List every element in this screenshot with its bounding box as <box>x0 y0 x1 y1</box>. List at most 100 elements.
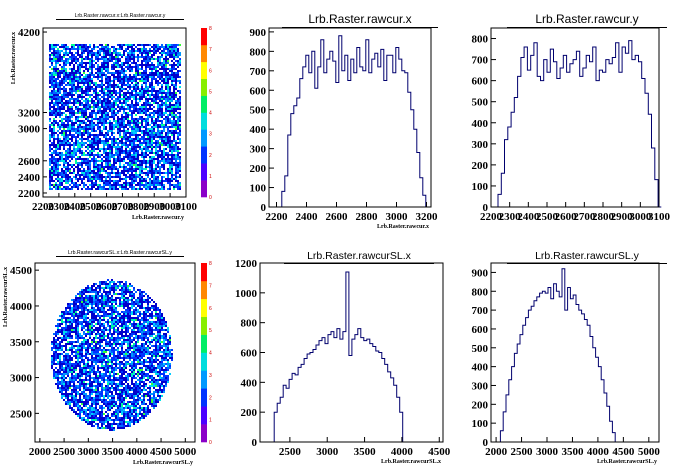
heatmap-cell <box>71 70 73 72</box>
heatmap-cell <box>175 142 177 144</box>
heatmap-cell <box>81 142 83 144</box>
heatmap-cell <box>69 371 71 373</box>
heatmap-cell <box>117 144 119 146</box>
heatmap-cell <box>77 188 79 190</box>
heatmap-cell <box>119 100 121 102</box>
heatmap-cell <box>49 46 51 48</box>
heatmap-cell <box>127 140 129 142</box>
heatmap-cell <box>139 186 141 188</box>
heatmap-cell <box>89 134 91 136</box>
heatmap-cell <box>145 106 147 108</box>
heatmap-cell <box>91 126 93 128</box>
heatmap-cell <box>67 186 69 188</box>
heatmap-cell <box>135 92 137 94</box>
heatmap-cell <box>91 319 93 321</box>
heatmap-cell <box>109 82 111 84</box>
heatmap-cell <box>67 176 69 178</box>
heatmap-cell <box>113 56 115 58</box>
heatmap-cell <box>83 363 85 365</box>
heatmap-cell <box>153 170 155 172</box>
heatmap-cell <box>119 106 121 108</box>
heatmap-cell <box>63 399 65 401</box>
heatmap-cell <box>67 174 69 176</box>
palette-swatch <box>201 78 207 96</box>
heatmap-cell <box>87 417 89 419</box>
heatmap-cell <box>89 50 91 52</box>
heatmap-cell <box>163 70 165 72</box>
heatmap-cell <box>111 132 113 134</box>
heatmap-cell <box>73 154 75 156</box>
heatmap-cell <box>139 162 141 164</box>
heatmap-cell <box>109 86 111 88</box>
heatmap-cell <box>93 110 95 112</box>
heatmap-cell <box>151 78 153 80</box>
heatmap-cell <box>79 305 81 307</box>
heatmap-cell <box>111 104 113 106</box>
heatmap-cell <box>123 72 125 74</box>
heatmap-cell <box>63 379 65 381</box>
heatmap-cell <box>139 72 141 74</box>
heatmap-cell <box>71 327 73 329</box>
heatmap-cell <box>77 86 79 88</box>
heatmap-cell <box>77 84 79 86</box>
heatmap-cell <box>87 409 89 411</box>
heatmap-cell <box>63 383 65 385</box>
heatmap-cell <box>103 142 105 144</box>
heatmap-cell <box>65 68 67 70</box>
heatmap-cell <box>109 108 111 110</box>
heatmap-cell <box>175 104 177 106</box>
heatmap-cell <box>169 108 171 110</box>
heatmap-cell <box>79 351 81 353</box>
heatmap-cell <box>131 168 133 170</box>
heatmap-cell <box>61 102 63 104</box>
heatmap-cell <box>63 106 65 108</box>
heatmap-cell <box>85 393 87 395</box>
heatmap-cell <box>83 379 85 381</box>
heatmap-cell <box>97 385 99 387</box>
heatmap-cell <box>129 98 131 100</box>
heatmap-cell <box>99 100 101 102</box>
heatmap-cell <box>71 106 73 108</box>
heatmap-cell <box>161 54 163 56</box>
heatmap-cell <box>119 126 121 128</box>
heatmap-cell <box>135 138 137 140</box>
heatmap-cell <box>113 110 115 112</box>
heatmap-cell <box>107 92 109 94</box>
heatmap-cell <box>73 303 75 305</box>
heatmap-cell <box>147 50 149 52</box>
heatmap-cell <box>79 122 81 124</box>
heatmap-cell <box>83 172 85 174</box>
heatmap-cell <box>87 146 89 148</box>
heatmap-cell <box>77 293 79 295</box>
heatmap-cell <box>119 96 121 98</box>
heatmap-cell <box>103 62 105 64</box>
heatmap-cell <box>79 104 81 106</box>
heatmap-cell <box>149 108 151 110</box>
heatmap-cell <box>83 337 85 339</box>
heatmap-cell <box>95 353 97 355</box>
heatmap-cell <box>159 112 161 114</box>
heatmap-cell <box>113 138 115 140</box>
heatmap-cell <box>83 307 85 309</box>
heatmap-cell <box>65 142 67 144</box>
heatmap-cell <box>61 158 63 160</box>
heatmap-cell <box>105 80 107 82</box>
heatmap-cell <box>97 168 99 170</box>
heatmap-cell <box>137 164 139 166</box>
heatmap-cell <box>59 329 61 331</box>
heatmap-cell <box>159 134 161 136</box>
heatmap-cell <box>81 138 83 140</box>
heatmap-cell <box>87 395 89 397</box>
heatmap-cell <box>63 96 65 98</box>
heatmap-cell <box>53 363 55 365</box>
heatmap-cell <box>91 393 93 395</box>
heatmap-cell <box>131 62 133 64</box>
heatmap-cell <box>87 138 89 140</box>
heatmap-cell <box>97 301 99 303</box>
heatmap-cell <box>77 164 79 166</box>
heatmap-cell <box>133 140 135 142</box>
heatmap-cell <box>97 140 99 142</box>
heatmap-cell <box>103 136 105 138</box>
heatmap-cell <box>57 188 59 190</box>
heatmap-cell <box>151 54 153 56</box>
